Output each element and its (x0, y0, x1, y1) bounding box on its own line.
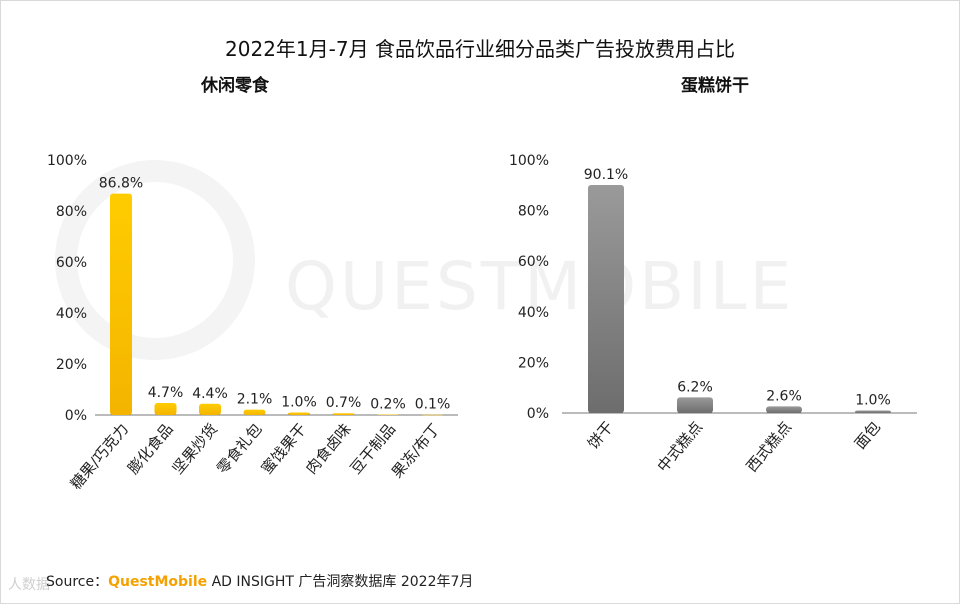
left-bar (154, 403, 177, 415)
source-prefix: Source： (46, 574, 109, 590)
corner-logo: 人数据 (8, 577, 50, 593)
left-data-label: 86.8% (99, 176, 143, 192)
left-data-label: 0.1% (415, 397, 451, 413)
right-category-label: 中式糕点 (654, 418, 706, 476)
left-bar (288, 412, 310, 415)
source-note: Source：QuestMobile AD INSIGHT 广告洞察数据库 20… (46, 571, 473, 591)
left-bar (377, 414, 399, 415)
chart-title: 2022年1月-7月 食品饮品行业细分品类广告投放费用占比 (225, 37, 735, 61)
left-data-label: 1.0% (281, 394, 317, 410)
left-bar (421, 414, 444, 416)
left-ytick-label: 100% (47, 153, 87, 169)
right-chart-title: 蛋糕饼干 (681, 76, 749, 96)
left-data-label: 4.4% (192, 386, 228, 402)
left-ytick-label: 60% (56, 255, 87, 271)
right-category-label: 面包 (851, 418, 884, 453)
right-bar (855, 410, 891, 413)
right-bar (677, 397, 713, 413)
right-category-label: 西式糕点 (743, 418, 795, 476)
left-bar (110, 193, 132, 415)
left-data-label: 0.2% (370, 396, 406, 412)
left-data-label: 4.7% (148, 385, 184, 401)
left-bar (243, 409, 266, 415)
right-data-label: 1.0% (855, 392, 891, 408)
right-data-label: 6.2% (677, 379, 713, 395)
right-ytick-label: 20% (518, 355, 549, 371)
right-data-label: 2.6% (766, 388, 802, 404)
right-bar (766, 406, 802, 413)
right-ytick-label: 100% (509, 153, 549, 169)
left-ytick-label: 80% (56, 204, 87, 220)
left-bar (199, 403, 221, 415)
source-suffix: AD INSIGHT 广告洞察数据库 2022年7月 (207, 574, 474, 590)
right-data-label: 90.1% (584, 167, 628, 183)
left-bar (332, 413, 355, 415)
left-data-label: 0.7% (326, 395, 362, 411)
left-ytick-label: 0% (65, 408, 87, 424)
left-data-label: 2.1% (237, 392, 273, 408)
right-bar (588, 185, 624, 413)
right-ytick-label: 60% (518, 254, 549, 270)
source-brand: QuestMobile (108, 574, 208, 590)
left-ytick-label: 20% (56, 357, 87, 373)
right-ytick-label: 40% (518, 305, 549, 321)
right-ytick-label: 80% (518, 204, 549, 220)
watermark-text: QUESTMOBILE (285, 248, 795, 325)
left-ytick-label: 40% (56, 306, 87, 322)
right-category-label: 饼干 (584, 418, 617, 453)
right-ytick-label: 0% (527, 406, 549, 422)
left-chart-title: 休闲零食 (201, 76, 269, 96)
